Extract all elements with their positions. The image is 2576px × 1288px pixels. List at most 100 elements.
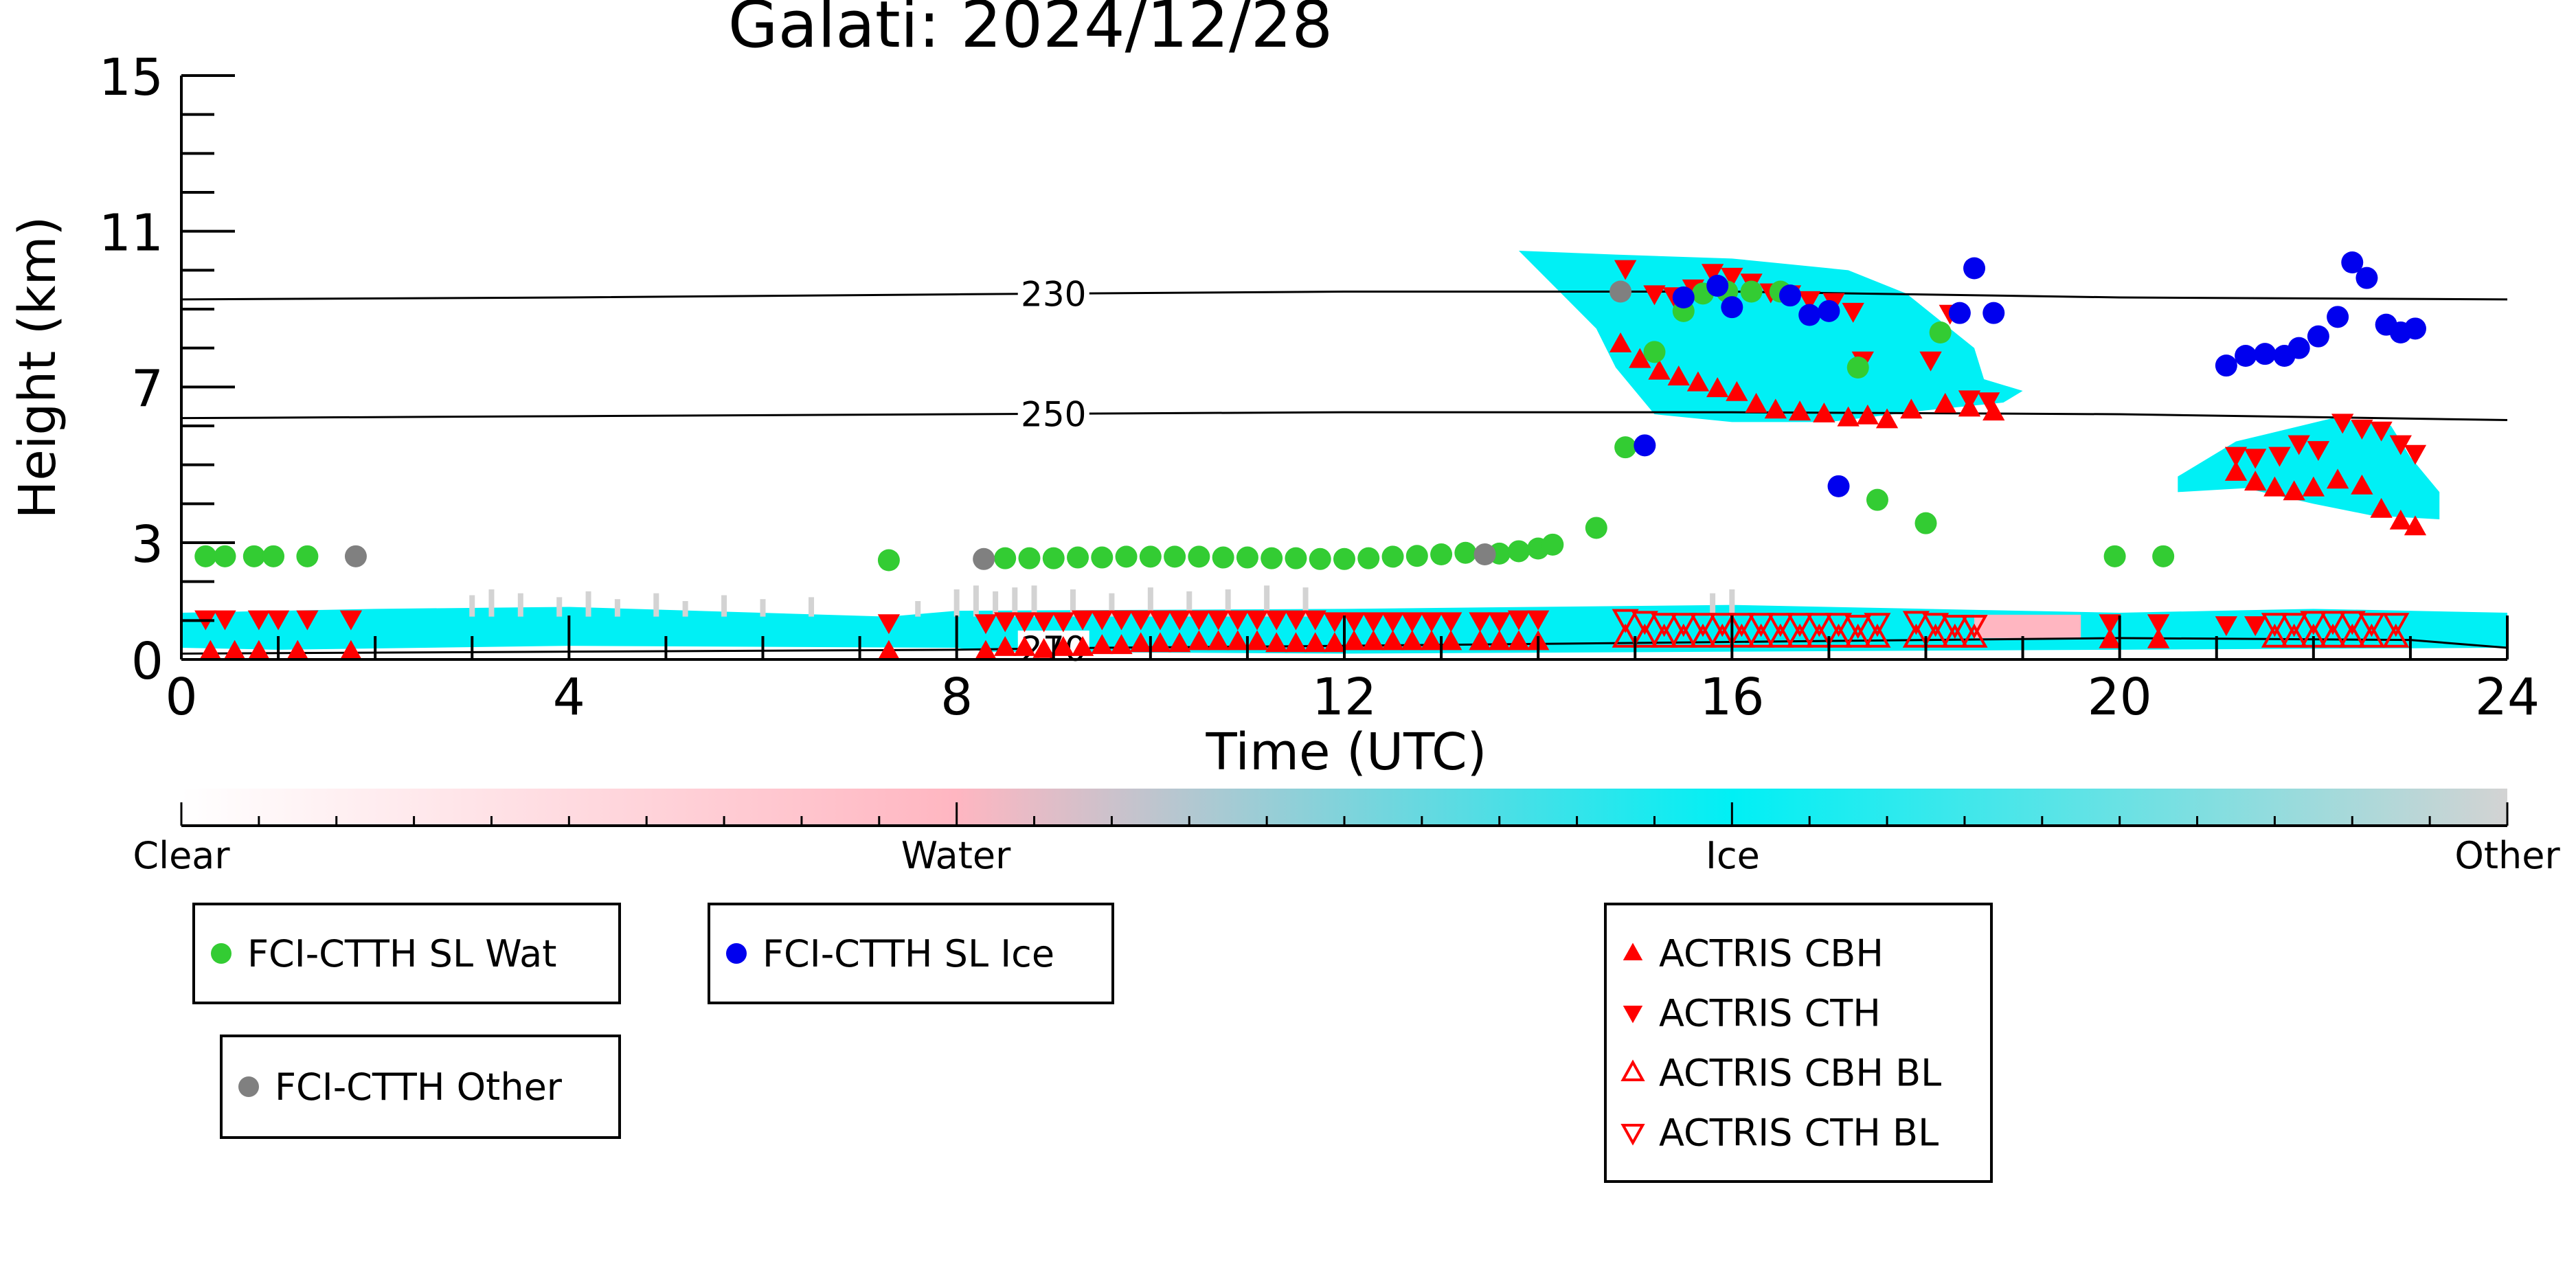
point-actris-cbh	[1629, 348, 1651, 368]
point-actris-cth	[974, 614, 997, 635]
x-tick-label: 0	[165, 668, 197, 727]
contour-230	[181, 291, 2508, 301]
y-tick-label: 7	[131, 359, 163, 418]
point-actris-cth	[1168, 610, 1191, 631]
legend-label: FCI-CTTH Other	[275, 1065, 563, 1109]
legend-actris-cbh-bl-icon	[1620, 1059, 1645, 1081]
other-class-bar	[1225, 589, 1231, 617]
legend-actris-cth-icon	[1623, 1006, 1643, 1024]
legend-box	[708, 903, 1114, 1004]
other-class-bar	[760, 599, 766, 617]
point-fci-ctth-sl-wat	[1164, 545, 1186, 568]
point-actris-cbh	[199, 640, 222, 659]
point-fci-ctth-sl-wat	[262, 545, 285, 567]
other-class-bar	[469, 595, 475, 617]
point-actris-cth-bl	[2358, 613, 2386, 637]
legend-label: ACTRIS CTH	[1659, 992, 1881, 1035]
colorbar: Clear Water Ice Other	[133, 789, 2560, 877]
point-actris-cbh	[1401, 630, 1423, 651]
point-fci-ctth-sl-wat	[1929, 321, 1952, 343]
point-actris-cth	[1958, 390, 1981, 411]
other-class-bar	[1031, 585, 1037, 617]
other-class-bar	[1302, 587, 1309, 617]
legend-label: FCI-CTTH SL Ice	[762, 932, 1054, 975]
other-class-bar	[488, 589, 495, 617]
point-actris-cbh	[1226, 630, 1249, 651]
point-fci-ctth-sl-wat	[1454, 541, 1477, 564]
point-actris-cth	[1265, 610, 1288, 631]
point-actris-cth-bl	[1961, 615, 1988, 640]
legend-box	[192, 903, 621, 1004]
point-actris-cth-bl	[2319, 611, 2347, 635]
point-actris-cbh	[1110, 634, 1133, 655]
point-actris-cbh	[2283, 480, 2305, 501]
point-actris-cth	[1285, 610, 1307, 631]
y-tick-label: 11	[99, 204, 163, 263]
legend-box	[1604, 903, 1993, 1183]
legend-fci-ctth-sl-wat-icon	[211, 943, 231, 964]
other-class-bar	[993, 591, 999, 617]
colorbar-label: Water	[901, 834, 1011, 877]
point-actris-cbh-bl	[2338, 623, 2366, 648]
point-actris-cth	[1013, 612, 1036, 633]
point-actris-cbh-bl	[1902, 623, 1930, 648]
y-tick-label: 0	[131, 632, 163, 691]
point-actris-cth	[1440, 612, 1462, 633]
legend-actris-cth-bl-icon	[1620, 1124, 1645, 1146]
point-actris-cbh	[1285, 632, 1307, 653]
point-actris-cth	[1362, 612, 1385, 633]
point-actris-cth	[2244, 449, 2267, 469]
point-actris-cth	[1032, 612, 1055, 633]
point-actris-cth	[1488, 612, 1511, 633]
legend-box	[220, 1035, 621, 1139]
point-actris-cth-bl	[1631, 611, 1658, 635]
point-fci-ctth-sl-ice	[1963, 257, 1986, 280]
point-actris-cth	[1507, 610, 1530, 631]
point-actris-cbh	[1032, 637, 1055, 658]
point-actris-cbh	[2099, 628, 2121, 648]
point-fci-ctth-sl-ice	[1982, 302, 2005, 324]
point-actris-cth-bl	[2300, 611, 2327, 635]
point-fci-ctth-sl-wat	[1846, 357, 1869, 379]
point-actris-cth	[1245, 610, 1269, 631]
point-actris-cth-bl	[1670, 613, 1697, 637]
point-actris-cbh	[1149, 632, 1172, 653]
legend-fci-ctth-other-icon	[238, 1076, 259, 1097]
point-actris-cbh-bl	[2358, 623, 2386, 648]
point-actris-cbh	[248, 640, 270, 659]
contour-label: 230	[1021, 274, 1086, 314]
point-fci-ctth-sl-ice	[1778, 284, 1801, 307]
legend-label: FCI-CTTH SL Wat	[247, 932, 556, 975]
point-fci-ctth-sl-ice	[2287, 337, 2310, 359]
point-actris-cth	[2389, 435, 2412, 455]
point-actris-cbh	[1875, 408, 1899, 429]
contour-label-bg	[1017, 396, 1089, 432]
y-tick-label: 3	[131, 515, 163, 574]
point-actris-cbh	[1934, 392, 1956, 413]
point-actris-cth	[1149, 610, 1172, 631]
point-actris-cth-bl	[1922, 613, 1950, 637]
point-actris-cbh	[2389, 509, 2412, 530]
point-actris-cbh	[223, 640, 246, 659]
point-actris-cbh	[2302, 476, 2325, 497]
point-actris-cth-bl	[1767, 613, 1794, 637]
other-class-bar	[1012, 587, 1018, 617]
point-actris-cth	[2307, 441, 2330, 461]
point-actris-cbh	[2326, 468, 2349, 489]
point-fci-ctth-sl-ice	[1818, 300, 1840, 322]
point-actris-cth-bl	[1708, 613, 1736, 637]
point-fci-ctth-sl-ice	[2215, 354, 2237, 377]
point-fci-ctth-sl-ice	[2341, 251, 2364, 273]
contour-label-bg	[1017, 275, 1089, 312]
chart-title: Galati: 2024/12/28	[728, 0, 1333, 63]
point-actris-cth-bl	[1689, 613, 1717, 637]
point-fci-ctth-other	[344, 545, 367, 567]
point-fci-ctth-sl-wat	[1381, 545, 1404, 568]
point-actris-cbh-bl	[1748, 623, 1775, 648]
colorbar-label: Clear	[133, 834, 230, 877]
point-actris-cbh	[1440, 630, 1462, 651]
point-actris-cbh	[1900, 398, 1923, 419]
point-actris-cbh	[1265, 632, 1288, 653]
point-actris-cbh	[1342, 630, 1366, 651]
bg-region-pink	[1974, 614, 2081, 638]
